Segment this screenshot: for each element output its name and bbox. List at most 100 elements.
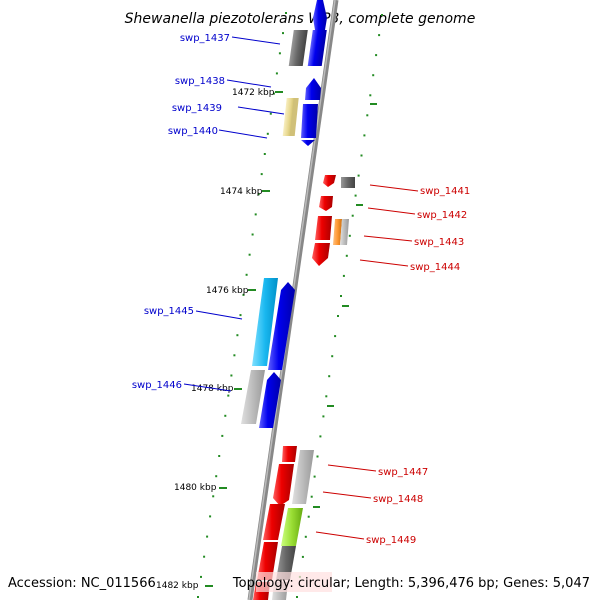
scale-dot (328, 375, 331, 378)
scale-dot (372, 74, 375, 77)
gene-swp_1439[interactable] (282, 98, 299, 136)
scale-dot (203, 555, 206, 558)
scale-dot (375, 54, 378, 57)
scale-dot (310, 495, 313, 498)
scale-dot (218, 455, 221, 457)
scale-dot (260, 173, 263, 176)
gene-swp_1437[interactable] (288, 0, 327, 66)
gene-swp_1440[interactable] (301, 104, 318, 146)
scale-dot (221, 434, 224, 437)
gene-label-swp_1440[interactable]: swp_1440 (168, 126, 218, 137)
scale-dot (272, 92, 275, 95)
gene-swp_1442[interactable] (319, 196, 333, 211)
scale-dot (316, 455, 319, 458)
gene-label-swp_1443[interactable]: swp_1443 (414, 237, 464, 248)
gene-label-swp_1444[interactable]: swp_1444 (410, 262, 460, 273)
topology-highlight (256, 572, 332, 592)
gene-swp_1441[interactable] (323, 175, 355, 188)
gene-swp_1444[interactable] (312, 243, 330, 266)
scale-dot (285, 12, 287, 14)
scale-dot (348, 234, 351, 237)
scale-dot (197, 596, 199, 598)
scale-dot (334, 335, 337, 338)
gene-swp_1448[interactable] (263, 504, 285, 540)
scale-dot (239, 314, 242, 317)
map-title: Shewanella piezotolerans WP3, complete g… (125, 11, 476, 27)
topology-text: Topology: circular; Length: 5,396,476 bp… (232, 576, 590, 591)
scale-dot (351, 214, 354, 217)
scale-dot (212, 495, 215, 498)
gene-swp_1445[interactable] (252, 278, 295, 370)
scale-dot (206, 535, 209, 538)
scale-dot (381, 14, 383, 16)
scale-dot (322, 415, 325, 418)
scale-dot (257, 193, 260, 196)
leader-lines-left (183, 36, 285, 392)
scale-dot (263, 153, 266, 155)
tick-label-1480: 1480 kbp (174, 483, 217, 493)
scale-dot (313, 475, 316, 478)
scale-dot (236, 334, 239, 337)
gene-swp_1443[interactable] (315, 216, 349, 245)
scale-dot (340, 295, 342, 297)
scale-dot (378, 34, 381, 37)
scale-dot (360, 154, 363, 157)
scale-dot (331, 355, 334, 358)
scale-dot (251, 233, 254, 236)
scale-dot (215, 475, 218, 478)
scale-dot (242, 293, 245, 296)
scale-dot (307, 515, 310, 518)
kbp-ticks (205, 91, 377, 587)
scale-dot (319, 435, 322, 438)
scale-dot (363, 134, 366, 137)
scale-dot (266, 132, 269, 135)
scale-dot (233, 354, 236, 357)
scale-dot (254, 213, 257, 216)
scale-dot (357, 174, 360, 177)
gene-label-swp_1449[interactable]: swp_1449 (366, 535, 416, 546)
gene-label-swp_1445[interactable]: swp_1445 (144, 306, 194, 317)
gene-label-swp_1447[interactable]: swp_1447 (378, 467, 428, 478)
scale-dot (245, 273, 248, 276)
tick-label-1478: 1478 kbp (191, 384, 234, 394)
leader-lines-right (315, 184, 419, 540)
gene-label-swp_1442[interactable]: swp_1442 (417, 210, 467, 221)
scale-dot (296, 596, 298, 598)
scale-dot (342, 274, 345, 277)
gene-label-swp_1438[interactable]: swp_1438 (175, 76, 225, 87)
scale-dot (325, 395, 328, 398)
scale-dot (337, 315, 339, 317)
scale-dot (275, 72, 278, 75)
tick-label-1474: 1474 kbp (220, 187, 263, 197)
scale-dot (366, 114, 369, 117)
gene-label-swp_1446[interactable]: swp_1446 (132, 380, 182, 391)
inner-scale-track (296, 14, 383, 598)
scale-dot (230, 374, 233, 377)
gene-label-swp_1439[interactable]: swp_1439 (172, 103, 222, 114)
scale-dot (209, 515, 212, 518)
scale-dot (345, 254, 348, 257)
tick-label-1482: 1482 kbp (156, 581, 199, 591)
scale-dot (369, 94, 372, 97)
scale-dot (304, 535, 307, 538)
scale-dot (278, 52, 281, 55)
scale-dot (200, 575, 202, 578)
accession-text: Accession: NC_011566 (8, 576, 156, 591)
outer-scale-track (197, 12, 287, 598)
scale-dot (248, 253, 251, 256)
scale-dot (224, 414, 227, 417)
scale-dot (354, 194, 357, 197)
scale-dot (301, 555, 304, 558)
tick-label-1472: 1472 kbp (232, 88, 275, 98)
scale-dot (227, 394, 230, 397)
gene-swp_1446[interactable] (241, 370, 281, 428)
gene-label-swp_1441[interactable]: swp_1441 (420, 186, 470, 197)
scale-dot (282, 32, 284, 35)
gene-swp_1438[interactable] (305, 78, 321, 100)
gene-label-swp_1437[interactable]: swp_1437 (180, 33, 230, 44)
tick-label-1476: 1476 kbp (206, 286, 249, 296)
gene-label-swp_1448[interactable]: swp_1448 (373, 494, 423, 505)
gene-swp_1447[interactable] (273, 446, 314, 506)
scale-dot (269, 112, 272, 115)
